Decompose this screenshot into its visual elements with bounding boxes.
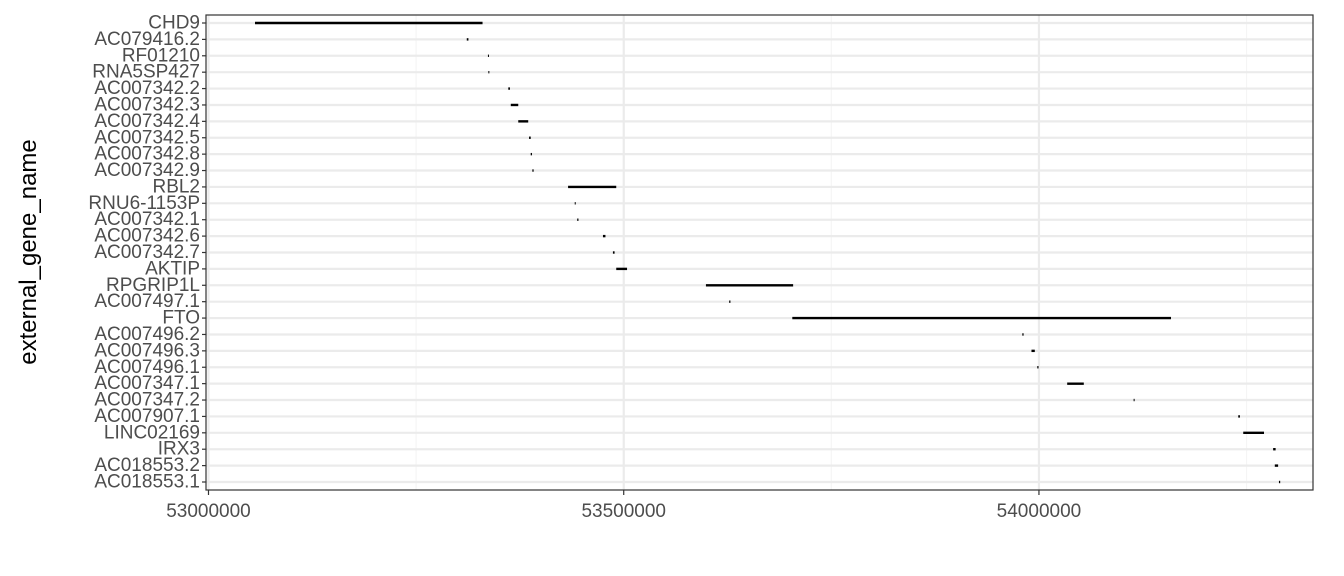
y-tick-label: IRX3 — [158, 439, 200, 460]
y-tick-label: AC007342.6 — [94, 226, 200, 247]
y-tick-label: AC007342.4 — [94, 111, 200, 132]
y-tick-label: AC007347.2 — [94, 390, 200, 411]
y-tick-label: AC018553.2 — [94, 455, 200, 476]
y-tick-label: AC007496.2 — [94, 324, 200, 345]
x-axis: 53000000 53500000 54000000 — [166, 490, 1081, 522]
y-tick-label: RPGRIP1L — [106, 275, 200, 296]
y-tick-labels: CHD9AC079416.2RF01210RNA5SP427AC007342.2… — [88, 13, 200, 493]
y-tick-label: AC007342.9 — [94, 160, 200, 181]
y-tick-label: CHD9 — [148, 13, 200, 34]
x-tick-label: 53000000 — [166, 501, 251, 522]
grid-lines — [206, 15, 1313, 490]
y-tick-label: RNA5SP427 — [92, 62, 200, 83]
x-tick-label: 53500000 — [581, 501, 666, 522]
y-tick-label: AC007347.1 — [94, 373, 200, 394]
y-tick-label: AC079416.2 — [94, 29, 200, 50]
gene-bars — [254, 21, 1281, 484]
y-tick-label: AC007342.3 — [94, 94, 200, 115]
y-tick-label: RBL2 — [152, 176, 200, 197]
y-tick-label: FTO — [162, 308, 200, 329]
y-tick-label: AC007342.1 — [94, 209, 200, 230]
y-tick-label: AC007342.7 — [94, 242, 200, 263]
y-tick-label: AC007497.1 — [94, 291, 200, 312]
y-tick-label: AKTIP — [145, 258, 200, 279]
y-ticks — [202, 22, 206, 483]
x-tick-label: 54000000 — [997, 501, 1082, 522]
y-tick-label: AC007342.8 — [94, 144, 200, 165]
y-axis-title: external_gene_name — [15, 139, 42, 365]
y-tick-label: AC007907.1 — [94, 406, 200, 427]
y-tick-label: AC007342.2 — [94, 78, 200, 99]
y-tick-label: RNU6-1153P — [88, 193, 200, 214]
y-tick-label: AC007342.5 — [94, 127, 200, 148]
y-tick-label: AC018553.1 — [94, 472, 200, 493]
y-tick-label: RF01210 — [122, 45, 200, 66]
y-tick-label: AC007496.3 — [94, 340, 200, 361]
y-tick-label: LINC02169 — [104, 422, 200, 443]
y-tick-label: AC007496.1 — [94, 357, 200, 378]
